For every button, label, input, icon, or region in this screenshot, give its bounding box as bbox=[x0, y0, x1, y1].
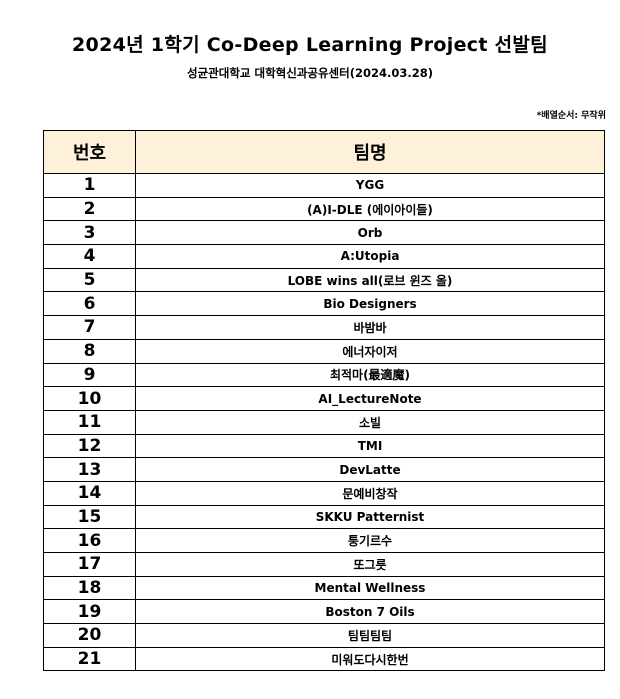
table-body: 1 YGG 2 (A)I-DLE (에이아이들) 3 Orb 4 A:Utopia 5 LOBE … bbox=[43, 173, 605, 672]
team-name: 에너자이저 bbox=[135, 338, 605, 364]
page-subtitle: 성균관대학교 대학혁신과공유센터(2024.03.28) bbox=[187, 66, 433, 80]
table-row: 7 바밤바 bbox=[43, 315, 605, 340]
team-number: 8 bbox=[43, 338, 136, 364]
order-note: *배열순서: 무작위 bbox=[536, 111, 606, 121]
team-name: DevLatte bbox=[135, 457, 605, 482]
team-number: 12 bbox=[43, 433, 136, 459]
team-name: A:Utopia bbox=[135, 244, 605, 269]
team-number: 7 bbox=[43, 315, 136, 340]
table-row: 2 (A)I-DLE (에이아이들) bbox=[43, 196, 605, 222]
table-row: 12 TMI bbox=[43, 433, 605, 459]
table-header-row: 번호 팀명 bbox=[43, 130, 605, 174]
team-name: YGG bbox=[135, 173, 605, 198]
team-name: Orb bbox=[135, 220, 605, 246]
table-row: 18 Mental Wellness bbox=[43, 575, 605, 601]
team-number: 20 bbox=[43, 623, 136, 648]
table-row: 14 문예비창작 bbox=[43, 480, 605, 506]
team-number: 15 bbox=[43, 504, 136, 530]
team-name: Bio Designers bbox=[135, 291, 605, 317]
team-name: TMI bbox=[135, 433, 605, 459]
table-row: 21 미워도다시한번 bbox=[43, 646, 605, 672]
team-name: 팀팀팀팀 bbox=[135, 623, 605, 648]
team-number: 6 bbox=[43, 291, 136, 317]
table-row: 5 LOBE wins all(로브 윈즈 올) bbox=[43, 267, 605, 293]
team-number: 9 bbox=[43, 362, 136, 388]
table-row: 4 A:Utopia bbox=[43, 244, 605, 269]
table-row: 20 팀팀팀팀 bbox=[43, 623, 605, 648]
team-name: 미워도다시한번 bbox=[135, 646, 605, 672]
team-name: AI_LectureNote bbox=[135, 386, 605, 411]
team-name: 퉁기르수 bbox=[135, 528, 605, 553]
team-name: Mental Wellness bbox=[135, 575, 605, 601]
team-number: 11 bbox=[43, 409, 136, 435]
team-name: SKKU Patternist bbox=[135, 504, 605, 530]
team-number: 4 bbox=[43, 244, 136, 269]
teams-table: 번호 팀명 1 YGG 2 (A)I-DLE (에이아이들) 3 Orb 4 A:Utopia… bbox=[43, 130, 605, 672]
header-number: 번호 bbox=[43, 130, 136, 174]
team-name: LOBE wins all(로브 윈즈 올) bbox=[135, 267, 605, 293]
table-row: 9 최적마(最適魔) bbox=[43, 362, 605, 388]
table-row: 11 소빌 bbox=[43, 409, 605, 435]
team-name: 바밤바 bbox=[135, 315, 605, 340]
table-row: 13 DevLatte bbox=[43, 457, 605, 482]
team-number: 19 bbox=[43, 599, 136, 625]
table-row: 16 퉁기르수 bbox=[43, 528, 605, 553]
team-number: 14 bbox=[43, 480, 136, 506]
table-row: 3 Orb bbox=[43, 220, 605, 246]
team-name: 최적마(最適魔) bbox=[135, 362, 605, 388]
table-row: 6 Bio Designers bbox=[43, 291, 605, 317]
team-name: Boston 7 Oils bbox=[135, 599, 605, 625]
table-row: 17 또그릇 bbox=[43, 552, 605, 577]
table-row: 8 에너자이저 bbox=[43, 338, 605, 364]
team-name: 소빌 bbox=[135, 409, 605, 435]
header-team-name: 팀명 bbox=[135, 130, 605, 174]
team-number: 17 bbox=[43, 552, 136, 577]
team-number: 13 bbox=[43, 457, 136, 482]
team-number: 3 bbox=[43, 220, 136, 246]
team-number: 5 bbox=[43, 267, 136, 293]
team-number: 1 bbox=[43, 173, 136, 198]
team-number: 21 bbox=[43, 646, 136, 672]
table-row: 19 Boston 7 Oils bbox=[43, 599, 605, 625]
team-number: 2 bbox=[43, 196, 136, 222]
team-number: 16 bbox=[43, 528, 136, 553]
team-name: (A)I-DLE (에이아이들) bbox=[135, 196, 605, 222]
team-number: 18 bbox=[43, 575, 136, 601]
table-row: 10 AI_LectureNote bbox=[43, 386, 605, 411]
team-name: 또그릇 bbox=[135, 552, 605, 577]
table-row: 1 YGG bbox=[43, 173, 605, 198]
table-row: 15 SKKU Patternist bbox=[43, 504, 605, 530]
team-number: 10 bbox=[43, 386, 136, 411]
page-title: 2024년 1학기 Co-Deep Learning Project 선발팀 bbox=[72, 34, 548, 56]
team-name: 문예비창작 bbox=[135, 480, 605, 506]
